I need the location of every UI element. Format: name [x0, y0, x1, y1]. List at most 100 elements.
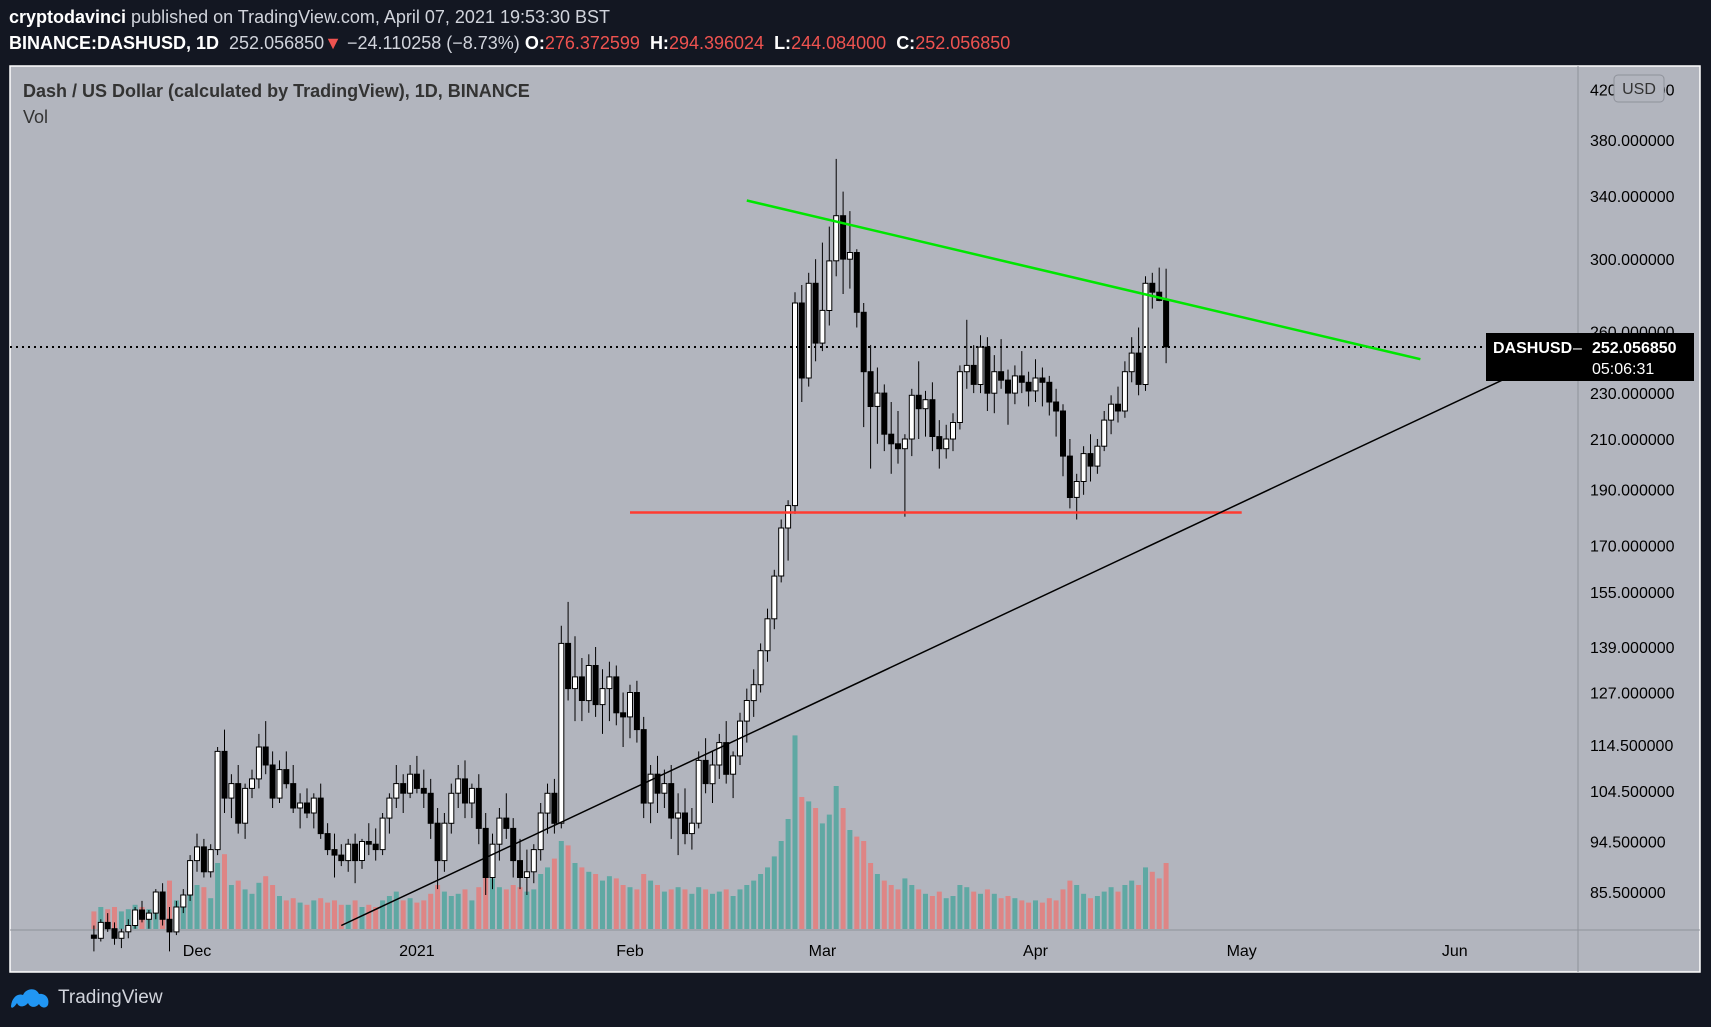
volume-bar	[1039, 902, 1045, 929]
volume-bar	[765, 867, 770, 929]
tradingview-logo-icon[interactable]	[10, 986, 50, 1010]
candle-body	[888, 433, 895, 445]
volume-bar	[270, 885, 276, 929]
volume-bar	[840, 808, 846, 929]
volume-bar	[572, 863, 578, 929]
candle-body	[874, 392, 881, 407]
price-tag-countdown: 05:06:31	[1592, 361, 1654, 378]
volume-bar	[682, 889, 688, 929]
candle-body	[709, 764, 716, 785]
volume-bar	[338, 904, 344, 929]
volume-bar	[352, 900, 358, 929]
candle-body	[716, 742, 723, 766]
currency-button[interactable]	[1613, 74, 1665, 103]
volume-bar	[655, 885, 660, 929]
time-axis[interactable]: Dec 2021 Feb Mar Apr May Jun	[183, 943, 1468, 960]
candle-body	[1135, 352, 1142, 385]
candle-body	[1128, 352, 1135, 373]
volume-bar	[1081, 893, 1087, 929]
price-axis-tick-15: 85.500000	[1590, 885, 1666, 902]
candle-body	[833, 215, 840, 262]
candle-body	[1108, 403, 1115, 421]
change-arrow-icon: ▼	[324, 33, 342, 53]
candle-body	[352, 843, 359, 862]
volume-bar	[1074, 885, 1080, 929]
candle-body	[668, 783, 675, 819]
candle-body	[633, 692, 640, 731]
volume-bar	[737, 889, 743, 929]
volume-bar	[118, 911, 124, 929]
volume-bar	[929, 896, 935, 929]
chart-title: Dash / US Dollar (calculated by TradingV…	[23, 81, 530, 101]
volume-bar	[847, 830, 853, 929]
volume-bar	[936, 891, 942, 929]
candle-body	[1101, 419, 1108, 447]
candle-body	[1115, 403, 1121, 412]
volume-bar	[345, 904, 351, 929]
close-label: C:	[896, 33, 916, 53]
candle-body	[1066, 455, 1073, 499]
candle-body	[743, 700, 750, 722]
candle-body	[407, 773, 414, 794]
volume-bar	[689, 893, 695, 929]
volume-bar	[1060, 889, 1066, 929]
candle-body	[187, 860, 194, 896]
candle-body	[90, 934, 97, 939]
price-axis[interactable]: 420.000000380.000000340.000000300.000000…	[1590, 83, 1675, 903]
volume-bar	[1115, 891, 1121, 929]
volume-bar	[503, 889, 509, 929]
price-axis-tick-5: 230.000000	[1590, 386, 1675, 403]
candle-body	[455, 778, 462, 794]
volume-bar	[826, 814, 832, 929]
volume-bar	[909, 885, 915, 929]
candle-body	[627, 692, 633, 718]
volume-bar	[558, 841, 564, 929]
candle-body	[166, 918, 173, 933]
drawn-lines[interactable]	[10, 199, 1586, 927]
volume-bar	[112, 907, 117, 929]
candle-body	[812, 282, 819, 344]
candle-body	[654, 773, 661, 794]
volume-bar	[228, 885, 234, 929]
candle-body	[372, 843, 379, 851]
volume-bar	[600, 880, 605, 929]
candle-body	[826, 260, 833, 311]
chart-background[interactable]	[9, 65, 1701, 973]
volume-bar	[476, 887, 482, 929]
volume-bar	[194, 885, 200, 929]
volume-bar	[414, 902, 420, 929]
candle-body	[1163, 300, 1170, 348]
candle-body	[956, 371, 963, 424]
candle-body	[840, 215, 847, 260]
volume-bar	[620, 885, 626, 929]
volume-bar	[1163, 863, 1169, 929]
candle-body	[682, 812, 688, 835]
volume-bar	[1033, 900, 1038, 929]
candle-body	[125, 925, 132, 933]
volume-bar	[393, 891, 399, 929]
volume-bar	[586, 871, 592, 929]
candle-body	[688, 822, 695, 835]
author-name[interactable]: cryptodavinci	[9, 7, 127, 27]
candle-body	[269, 764, 276, 799]
price-axis-tick-9: 155.000000	[1590, 585, 1675, 602]
candle-body	[565, 642, 572, 690]
candlesticks[interactable]	[90, 158, 1170, 952]
time-axis-tick-2: Feb	[616, 943, 644, 960]
candle-body	[489, 843, 496, 879]
volume-bar	[888, 885, 894, 929]
candle-body	[290, 783, 297, 809]
candle-body	[145, 912, 152, 920]
volume-bar	[1019, 900, 1025, 929]
candle-body	[572, 676, 578, 690]
volume-bar	[215, 863, 221, 929]
candle-body	[551, 792, 558, 824]
candle-body	[1053, 401, 1060, 412]
candle-body	[901, 438, 908, 450]
time-axis-tick-0: Dec	[183, 943, 211, 960]
candle-body	[496, 817, 503, 845]
candle-body	[730, 755, 737, 775]
price-axis-tick-10: 139.000000	[1590, 640, 1675, 657]
last-price: 252.056850	[229, 33, 325, 53]
